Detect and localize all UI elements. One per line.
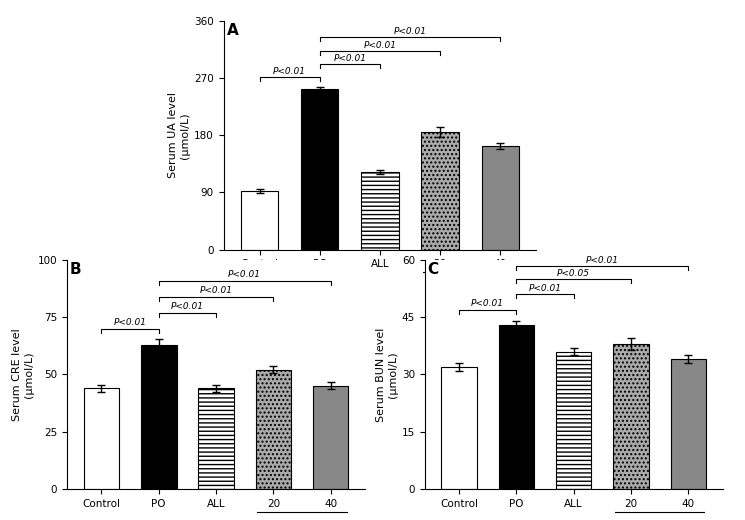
Text: P<0.01: P<0.01 [364, 41, 396, 50]
Text: A: A [226, 23, 238, 38]
Bar [361, 172, 399, 250]
Text: P<0.01: P<0.01 [113, 318, 147, 328]
Text: P<0.01: P<0.01 [273, 67, 306, 75]
Text: CUR (mg/kg): CUR (mg/kg) [437, 285, 504, 295]
Bar [441, 367, 477, 489]
Bar [83, 388, 119, 489]
Text: P<0.01: P<0.01 [586, 255, 619, 265]
Y-axis label: Serum BUN level
(μmol/L): Serum BUN level (μmol/L) [376, 327, 398, 422]
Y-axis label: Serum UA level
(μmol/L): Serum UA level (μmol/L) [168, 92, 190, 178]
Bar [241, 191, 279, 250]
Text: P<0.01: P<0.01 [393, 27, 427, 35]
Bar [301, 89, 338, 250]
Y-axis label: Serum CRE level
(μmol/L): Serum CRE level (μmol/L) [12, 328, 34, 421]
Bar [422, 132, 459, 250]
Text: B: B [70, 262, 81, 277]
Text: P<0.01: P<0.01 [333, 54, 367, 63]
Bar [256, 370, 291, 489]
Bar [141, 345, 177, 489]
Text: P<0.01: P<0.01 [171, 303, 204, 311]
Text: C: C [428, 262, 439, 277]
Bar [482, 146, 519, 250]
Text: P<0.01: P<0.01 [471, 300, 504, 308]
Text: P<0.05: P<0.05 [557, 269, 590, 278]
Bar [670, 359, 706, 489]
Bar [498, 325, 534, 489]
Bar [198, 388, 234, 489]
Text: P<0.01: P<0.01 [228, 270, 261, 279]
Bar [556, 352, 592, 489]
Text: P<0.01: P<0.01 [200, 287, 232, 295]
Bar [313, 386, 349, 489]
Text: P<0.01: P<0.01 [528, 284, 562, 293]
Bar [613, 344, 649, 489]
